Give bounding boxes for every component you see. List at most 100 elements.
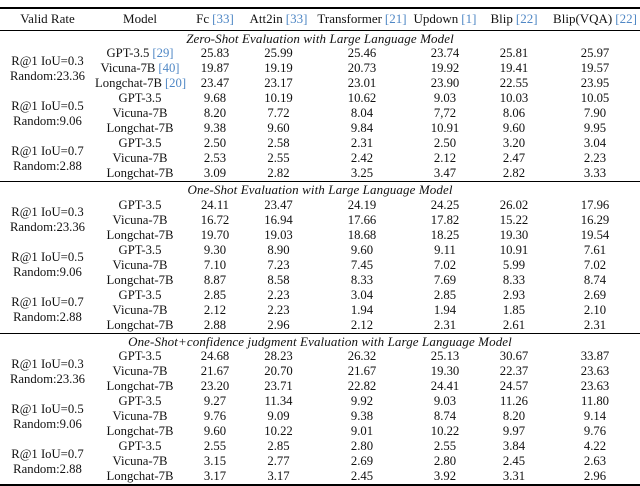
model-name: Vicuna-7B: [112, 409, 168, 423]
table-row: Longchat-7B 3.17 3.17 2.45 3.92 3.31 2.96: [0, 469, 640, 485]
value-cell: 9.03: [433, 394, 457, 408]
model-cell: GPT-3.5 [29]: [95, 46, 185, 61]
value-cell: 18.25: [430, 227, 460, 242]
value-cell: 24.41: [430, 379, 460, 393]
model-cell: GPT-3.5: [95, 439, 185, 454]
value-cell: 26.02: [499, 197, 529, 212]
value-cell: 23.47: [264, 197, 293, 212]
value-cell: 10.22: [430, 424, 460, 438]
value-cell: 23.74: [430, 46, 460, 60]
valid-rate-cell: R@1 IoU=0.5 Random:9.06: [0, 91, 95, 136]
model-cell: Longchat-7B: [95, 228, 185, 243]
value-cell: 3.47: [433, 166, 457, 180]
citation-link[interactable]: [20]: [164, 76, 187, 90]
value-cell: 2.69: [350, 454, 374, 468]
value-cell: 30.67: [499, 349, 529, 363]
value-cell: 10.91: [430, 121, 460, 135]
value-cell: 23.63: [580, 364, 610, 378]
citation-link[interactable]: [33]: [285, 11, 308, 27]
value-cell: 10.62: [347, 91, 377, 105]
value-cell: 8.06: [502, 106, 526, 120]
table-row: Vicuna-7B 7.10 7.23 7.45 7.02 5.99 7.02: [0, 258, 640, 273]
model-cell: GPT-3.5: [95, 136, 185, 151]
model-cell: Vicuna-7B: [95, 106, 185, 121]
value-cell: 2.47: [502, 151, 526, 165]
model-name: Vicuna-7B: [100, 61, 156, 75]
citation-link[interactable]: [33]: [212, 11, 234, 27]
section-title: One-Shot Evaluation with Large Language …: [187, 182, 453, 198]
citation-link[interactable]: [1]: [461, 11, 477, 27]
value-cell: 10.22: [264, 424, 293, 438]
value-cell: 2.12: [203, 302, 227, 317]
model-cell: Vicuna-7B [40]: [95, 61, 185, 76]
citation-link[interactable]: [22]: [615, 11, 637, 27]
section-title-row: One-Shot+confidence judgment Evaluation …: [0, 333, 640, 349]
value-cell: 2.96: [267, 317, 290, 332]
citation-link[interactable]: [22]: [515, 11, 538, 27]
citation-link[interactable]: [29]: [152, 46, 174, 60]
col-header-label: Blip: [490, 11, 513, 27]
value-cell: 8.20: [203, 106, 227, 120]
model-cell: Longchat-7B: [95, 318, 185, 334]
value-cell: 19.54: [580, 227, 610, 242]
value-cell: 24.11: [200, 197, 230, 212]
table-row: Vicuna-7B 8.20 7.72 8.04 7,72 8.06 7.90: [0, 106, 640, 121]
model-name: Longchat-7B: [106, 424, 174, 438]
value-cell: 7.10: [203, 257, 227, 272]
value-cell: 9.03: [433, 91, 457, 105]
value-cell: 9.27: [203, 394, 227, 408]
valid-rate-cell: R@1 IoU=0.3 Random:23.36: [0, 349, 95, 394]
model-name: GPT-3.5: [118, 394, 162, 408]
model-cell: Longchat-7B [20]: [95, 76, 187, 91]
value-cell: 22.37: [499, 364, 529, 378]
value-cell: 23.17: [264, 76, 293, 90]
value-cell: 7.90: [583, 106, 607, 120]
model-name: GPT-3.5: [118, 197, 162, 212]
valid-rate-cell: R@1 IoU=0.7 Random:2.88: [0, 439, 95, 485]
model-cell: Vicuna-7B: [95, 454, 185, 469]
value-cell: 3.15: [203, 454, 227, 468]
value-cell: 2.69: [583, 287, 607, 302]
valid-rate-random: Random:23.36: [9, 371, 86, 386]
value-cell: 2.61: [502, 317, 526, 332]
model-cell: Vicuna-7B: [95, 303, 185, 318]
model-cell: Longchat-7B: [95, 469, 185, 485]
table-row: Longchat-7B 2.88 2.96 2.12 2.31 2.61 2.31: [0, 318, 640, 334]
model-name: Longchat-7B: [95, 76, 162, 90]
value-cell: 19.92: [430, 61, 460, 75]
valid-rate-random: Random:9.06: [13, 113, 82, 128]
model-name: Longchat-7B: [106, 272, 174, 287]
value-cell: 16.29: [580, 212, 610, 227]
table-body: Zero-Shot Evaluation with Large Language…: [0, 30, 640, 485]
valid-rate-cell: R@1 IoU=0.3 Random:23.36: [0, 46, 95, 91]
value-cell: 15.22: [499, 212, 529, 227]
value-cell: 2.93: [502, 287, 526, 302]
valid-rate-metric: R@1 IoU=0.7: [11, 446, 84, 461]
value-cell: 11.34: [264, 394, 293, 408]
value-cell: 25.13: [430, 349, 460, 363]
col-header-blip-vqa: Blip(VQA) [22]: [550, 8, 640, 30]
value-cell: 10.03: [499, 91, 529, 105]
value-cell: 2.23: [583, 151, 607, 165]
value-cell: 8.58: [267, 272, 290, 287]
value-cell: 22.55: [499, 76, 529, 90]
value-cell: 17.96: [580, 197, 610, 212]
table-row: R@1 IoU=0.3 Random:23.36 GPT-3.5 24.68 28.23…: [0, 349, 640, 386]
value-cell: 21.67: [347, 364, 377, 378]
valid-rate-cell: R@1 IoU=0.5 Random:9.06: [0, 394, 95, 439]
model-name: GPT-3.5: [118, 91, 162, 105]
citation-link[interactable]: [40]: [158, 61, 180, 75]
value-cell: 11.80: [580, 394, 610, 408]
value-cell: 19.57: [580, 61, 610, 75]
table-header: Valid Rate Model Fc [33] Att2in [33] Trans…: [0, 8, 640, 30]
value-cell: 22.82: [347, 379, 377, 393]
value-cell: 9.76: [203, 409, 227, 423]
value-cell: 11.26: [499, 394, 529, 408]
value-cell: 9.60: [267, 121, 290, 135]
citation-link[interactable]: [21]: [384, 11, 407, 27]
value-cell: 8.33: [350, 272, 374, 287]
value-cell: 3.20: [502, 136, 526, 150]
model-cell: GPT-3.5: [95, 288, 185, 303]
value-cell: 10.05: [580, 91, 610, 105]
